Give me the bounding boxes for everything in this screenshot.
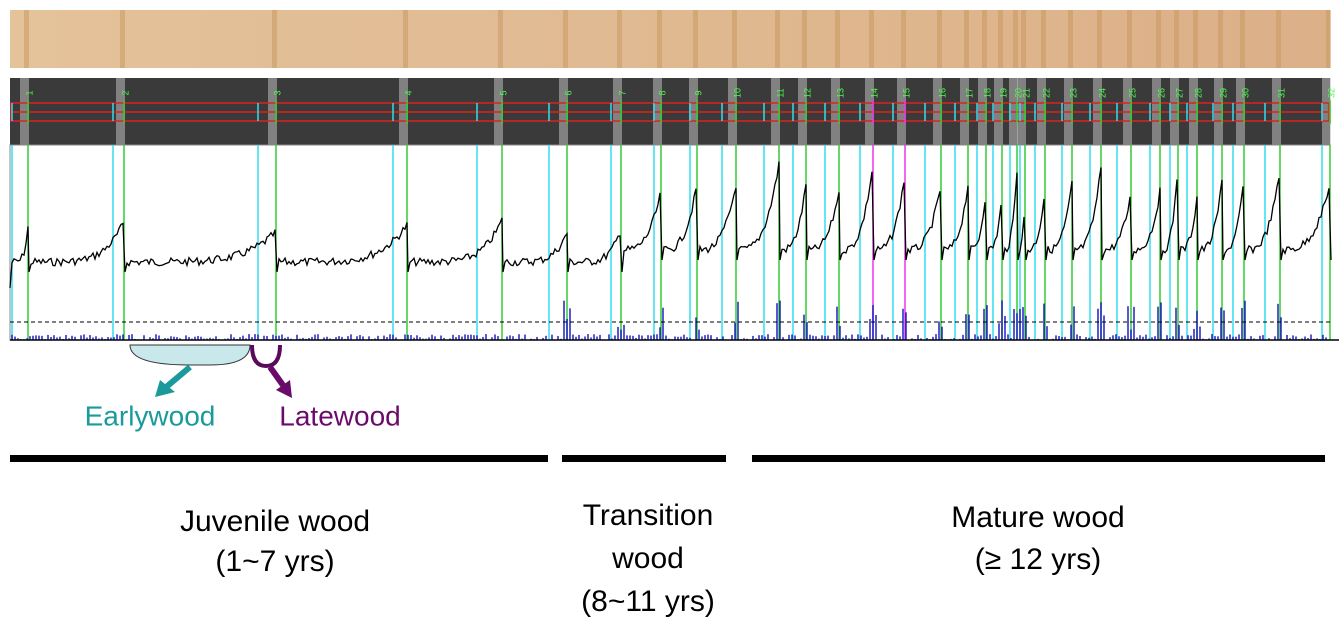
wood-ring: [1068, 10, 1073, 68]
ring-number: 5: [498, 90, 508, 95]
section-range: (8~11 yrs): [581, 585, 715, 618]
earlywood-arrow: [163, 364, 192, 391]
wood-ring: [1127, 10, 1132, 68]
profile-plot: [9, 144, 1331, 341]
ring-number: 19: [998, 88, 1008, 98]
ring-number: 4: [403, 90, 413, 95]
ring-number: 25: [1127, 88, 1137, 98]
ring-number: 22: [1041, 88, 1051, 98]
ring-number: 12: [802, 88, 812, 98]
wood-ring: [120, 10, 125, 68]
latewood-arrow: [267, 365, 288, 390]
ring-number: 23: [1068, 88, 1078, 98]
wood-ring: [802, 10, 807, 68]
wood-ring: [24, 10, 29, 68]
wood-ring: [1174, 10, 1179, 68]
earlywood-bracket: [129, 344, 251, 366]
wood-ring: [1013, 10, 1018, 68]
wood-ring: [1156, 10, 1161, 68]
wood-ring: [403, 10, 408, 68]
wood-ring: [937, 10, 942, 68]
ring-number: 20: [1013, 88, 1023, 98]
ring-number: 7: [617, 90, 627, 95]
latewood-arrowhead: [276, 380, 292, 398]
ring-number: 28: [1193, 88, 1203, 98]
ring-number: 16: [937, 88, 947, 98]
ring-number: 21: [1021, 88, 1031, 98]
ring-number: 26: [1156, 88, 1166, 98]
wood-ring: [998, 10, 1003, 68]
wood-ring: [617, 10, 622, 68]
wood-ring: [563, 10, 568, 68]
section-name: Mature wood: [951, 501, 1124, 534]
wood-ring: [835, 10, 840, 68]
wood-ring: [657, 10, 662, 68]
section-name: wood: [611, 542, 684, 575]
ring-number: 9: [693, 90, 703, 95]
ring-number: 3: [272, 90, 282, 95]
ring-number: 11: [775, 88, 785, 97]
ring-number: 18: [982, 88, 992, 98]
wood-ring: [1021, 10, 1026, 68]
wood-ring: [1097, 10, 1102, 68]
ring-number: 14: [869, 88, 879, 98]
ring-number: 17: [964, 88, 974, 98]
ring-number: 1: [24, 90, 34, 95]
wood-ring: [1218, 10, 1223, 68]
ring-number: 10: [732, 88, 742, 98]
wood-ring: [1326, 10, 1331, 68]
ring-number: 8: [657, 90, 667, 95]
wood-ring: [693, 10, 698, 68]
wood-ring: [1276, 10, 1281, 68]
wood-ring: [869, 10, 874, 68]
ring-number: 6: [563, 90, 573, 95]
earlywood-arrowhead: [155, 380, 175, 397]
section-range: (1~7 yrs): [215, 545, 334, 578]
section-range: (≥ 12 yrs): [975, 543, 1101, 576]
ring-number: 24: [1097, 88, 1107, 98]
wood-ring: [732, 10, 737, 68]
section-name: Transition: [583, 499, 714, 532]
wood-ring: [901, 10, 906, 68]
wood-ring: [1240, 10, 1245, 68]
ring-number: 30: [1240, 88, 1250, 98]
wood-ring: [498, 10, 503, 68]
ring-number: 29: [1218, 88, 1228, 98]
wood-ring: [1041, 10, 1046, 68]
density-profile: [9, 161, 1332, 289]
ring-number: 15: [901, 88, 911, 98]
ring-number: 13: [835, 88, 845, 98]
ring-number: 27: [1174, 88, 1184, 98]
latewood-label: Latewood: [279, 400, 400, 431]
section-name: Juvenile wood: [180, 505, 370, 538]
earlywood-label: Earlywood: [85, 400, 216, 431]
wood-ring: [272, 10, 277, 68]
ring-number: 32: [1326, 88, 1336, 98]
mature-bar: [752, 455, 1325, 462]
wood-ring: [1193, 10, 1198, 68]
juvenile-bar: [10, 455, 548, 462]
transition-bar: [562, 455, 726, 462]
wood-ring: [964, 10, 969, 68]
latewood-bracket: [250, 344, 282, 369]
wood-ring: [982, 10, 987, 68]
wood-ring: [775, 10, 780, 68]
wood-photo: [10, 10, 1330, 68]
ring-number: 2: [120, 90, 130, 95]
ring-number: 31: [1276, 88, 1286, 98]
